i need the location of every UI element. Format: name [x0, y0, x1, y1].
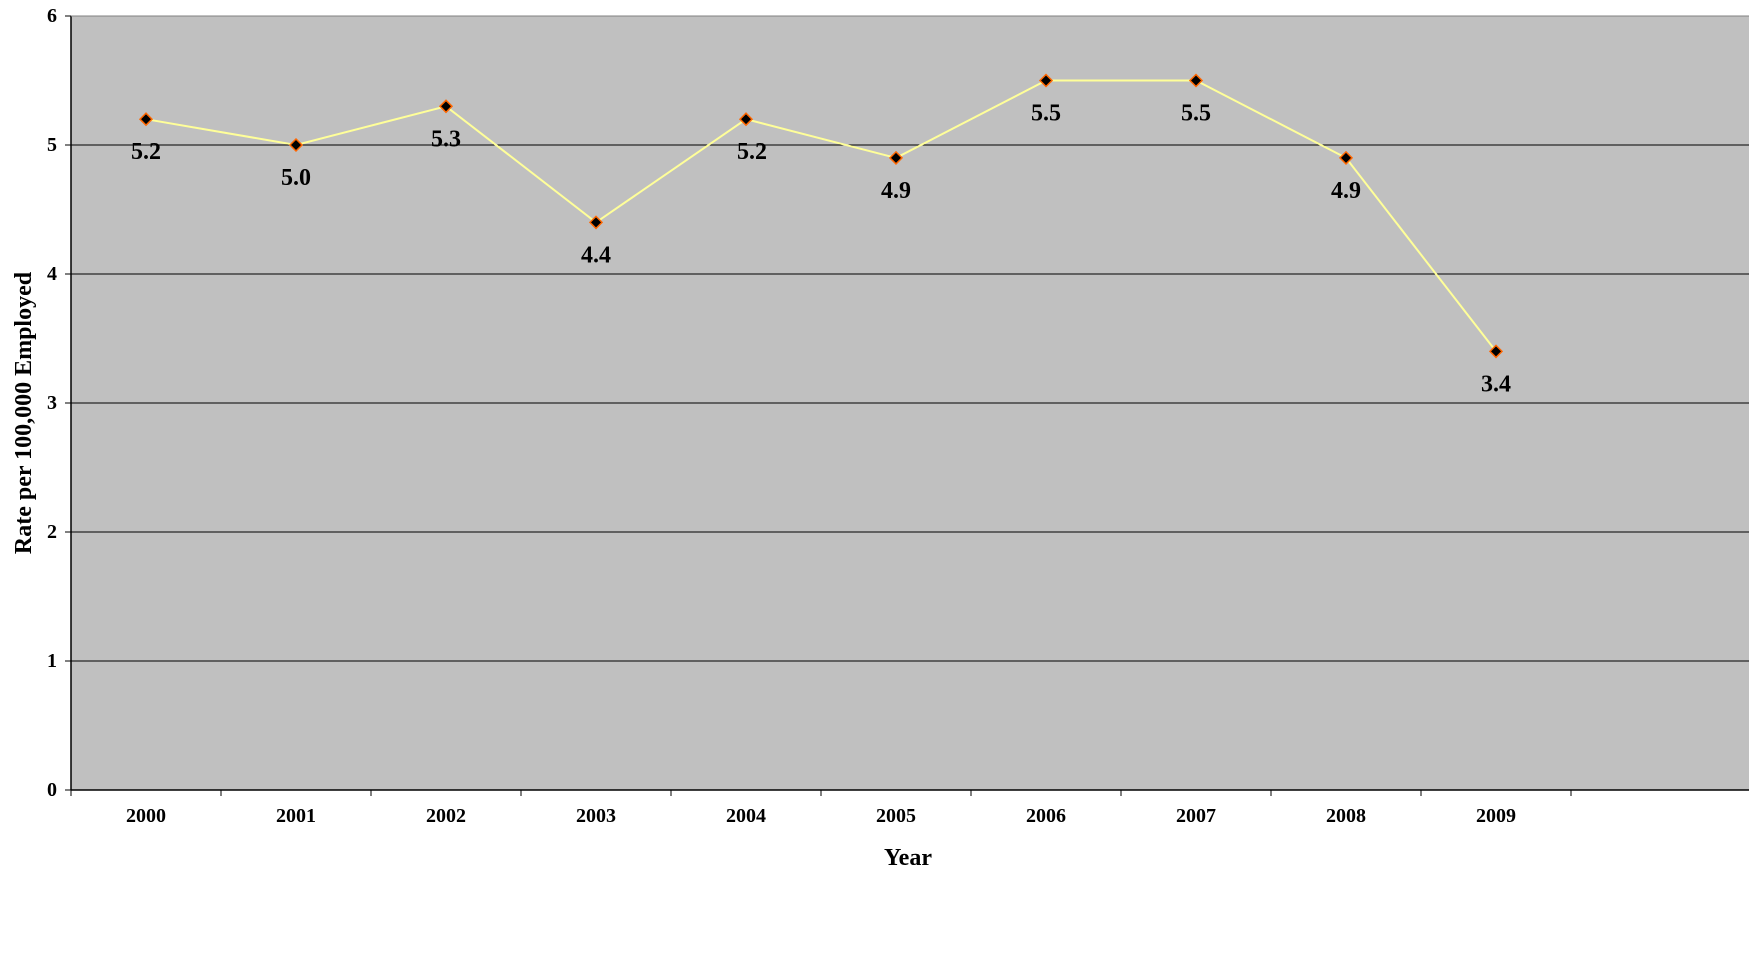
data-marker: [138, 112, 154, 127]
y-axis-title: Rate per 100,000 Employed: [11, 271, 37, 554]
data-label: 5.2: [737, 139, 767, 165]
x-tick-label: 2006: [1026, 805, 1066, 827]
data-label: 5.2: [131, 139, 161, 165]
data-labels: 5.2 5.0 5.3 4.4 5.2 4.9 5.5 5.5 4.9 3.4: [131, 101, 1511, 398]
data-label: 5.3: [431, 126, 461, 152]
data-marker: [1188, 73, 1204, 88]
x-tick-label: 2007: [1176, 805, 1216, 827]
axes: 0 1 2 3 4 5 6 2000 2001 2002 2003 2004 2005 2006 2007 2…: [47, 5, 1749, 827]
data-marker: [1338, 150, 1354, 165]
data-marker: [1038, 73, 1054, 88]
x-axis-title: Year: [884, 845, 932, 871]
data-marker: [438, 99, 454, 114]
x-tick-label: 2001: [276, 805, 316, 827]
y-tick-label: 0: [47, 779, 57, 801]
series-polyline: [145, 79, 1497, 353]
data-label: 4.4: [581, 242, 611, 268]
x-tick-label: 2009: [1476, 805, 1516, 827]
series-line: [145, 79, 1497, 353]
y-tick-label: 5: [47, 134, 57, 156]
y-tick-label: 3: [47, 392, 57, 414]
data-label: 5.5: [1181, 101, 1211, 127]
data-marker: [588, 215, 604, 230]
y-tick-label: 6: [47, 5, 57, 27]
y-tick-label: 4: [47, 263, 57, 285]
data-marker: [288, 137, 304, 153]
x-tick-label: 2004: [726, 805, 766, 827]
data-marker: [1488, 344, 1504, 359]
data-marker: [888, 150, 904, 165]
x-tick-label: 2005: [876, 805, 916, 827]
data-label: 5.5: [1031, 101, 1061, 127]
data-label: 4.9: [1331, 178, 1361, 204]
y-tick-label: 2: [47, 521, 57, 543]
x-tick-label: 2000: [126, 805, 166, 827]
data-label: 4.9: [881, 178, 911, 204]
x-tick-label: 2002: [426, 805, 466, 827]
x-tick-label: 2003: [576, 805, 616, 827]
y-tick-label: 1: [47, 650, 57, 672]
data-markers: [138, 73, 1504, 359]
x-tick-label: 2008: [1326, 805, 1366, 827]
data-label: 3.4: [1481, 371, 1511, 397]
data-label: 5.0: [281, 165, 311, 191]
data-marker: [738, 112, 754, 127]
